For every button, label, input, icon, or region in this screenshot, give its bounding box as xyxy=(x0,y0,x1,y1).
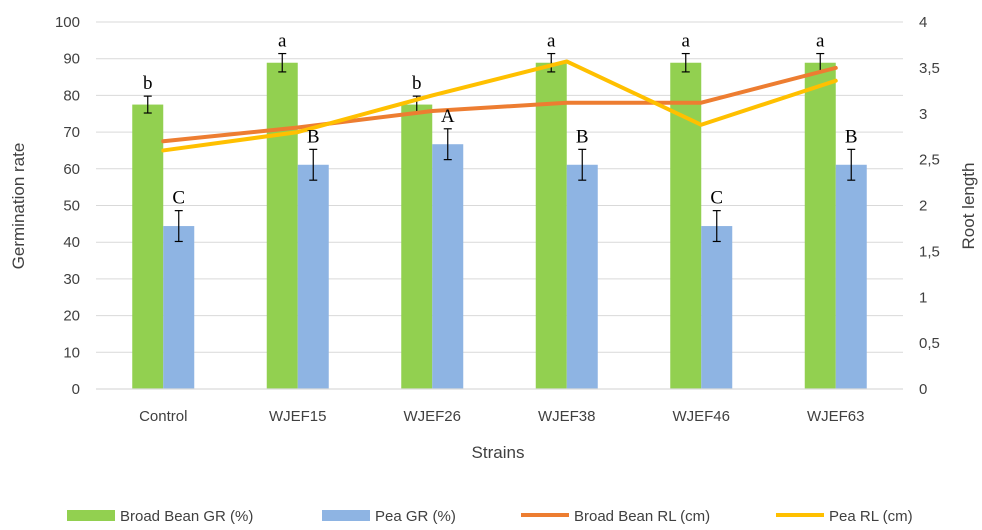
y2-tick-label: 1,5 xyxy=(919,243,940,260)
legend-label: Broad Bean RL (cm) xyxy=(574,508,710,525)
significance-label: a xyxy=(682,31,691,52)
x-tick-label: Control xyxy=(139,408,187,425)
y-tick-label: 40 xyxy=(63,234,80,251)
significance-label: C xyxy=(172,188,185,209)
series-line xyxy=(161,65,838,144)
bar xyxy=(835,164,867,389)
y-tick-label: 80 xyxy=(63,87,80,104)
data-labels: b a b a a a C B A B C B xyxy=(143,31,858,209)
legend-swatch xyxy=(322,510,370,521)
bar xyxy=(132,104,164,389)
x-tick-label: WJEF63 xyxy=(807,408,865,425)
x-axis-title: Strains xyxy=(472,443,525,462)
series-line xyxy=(161,59,838,153)
significance-label: B xyxy=(576,126,589,147)
axes: Strains Germination rate Root length 010… xyxy=(9,14,978,462)
bar xyxy=(566,164,598,389)
bar xyxy=(297,164,329,389)
x-tick-label: WJEF46 xyxy=(672,408,730,425)
x-tick-label: WJEF15 xyxy=(269,408,327,425)
y-tick-label: 50 xyxy=(63,198,80,215)
bar xyxy=(163,226,195,389)
legend-swatch xyxy=(67,510,115,521)
lines xyxy=(161,59,838,153)
bar xyxy=(535,62,567,389)
significance-label: B xyxy=(307,126,320,147)
legend-label: Pea GR (%) xyxy=(375,508,456,525)
significance-label: a xyxy=(816,31,825,52)
y2-axis-title: Root length xyxy=(959,163,978,250)
y-tick-label: 100 xyxy=(55,14,80,31)
x-tick-label: WJEF38 xyxy=(538,408,596,425)
bar xyxy=(701,226,733,389)
y2-tick-label: 2,5 xyxy=(919,152,940,169)
y2-tick-label: 3 xyxy=(919,106,927,123)
significance-label: C xyxy=(710,188,723,209)
significance-label: B xyxy=(845,126,858,147)
y-tick-label: 90 xyxy=(63,51,80,68)
y2-tick-label: 1 xyxy=(919,289,927,306)
legend-label: Pea RL (cm) xyxy=(829,508,913,525)
y-tick-label: 10 xyxy=(63,344,80,361)
y2-tick-label: 0 xyxy=(919,381,927,398)
significance-label: a xyxy=(278,31,287,52)
legend-label: Broad Bean GR (%) xyxy=(120,508,253,525)
y-tick-label: 0 xyxy=(72,381,80,398)
bar xyxy=(804,62,836,389)
y-tick-label: 20 xyxy=(63,308,80,325)
significance-label: A xyxy=(441,106,455,127)
significance-label: b xyxy=(143,73,153,94)
x-tick-label: WJEF26 xyxy=(403,408,461,425)
y-axis-title: Germination rate xyxy=(9,143,28,270)
y2-tick-label: 3,5 xyxy=(919,60,940,77)
significance-label: b xyxy=(412,73,422,94)
y2-tick-label: 0,5 xyxy=(919,335,940,352)
bars xyxy=(132,52,867,389)
bar xyxy=(266,62,298,389)
y2-tick-label: 2 xyxy=(919,198,927,215)
y-tick-label: 30 xyxy=(63,271,80,288)
significance-label: a xyxy=(547,31,556,52)
legend: Broad Bean GR (%) Pea GR (%) Broad Bean RL… xyxy=(67,508,913,525)
y-tick-label: 70 xyxy=(63,124,80,141)
gridlines xyxy=(96,21,903,390)
bar xyxy=(401,104,433,389)
bar xyxy=(432,144,464,389)
y-tick-label: 60 xyxy=(63,161,80,178)
y2-tick-label: 4 xyxy=(919,14,927,31)
